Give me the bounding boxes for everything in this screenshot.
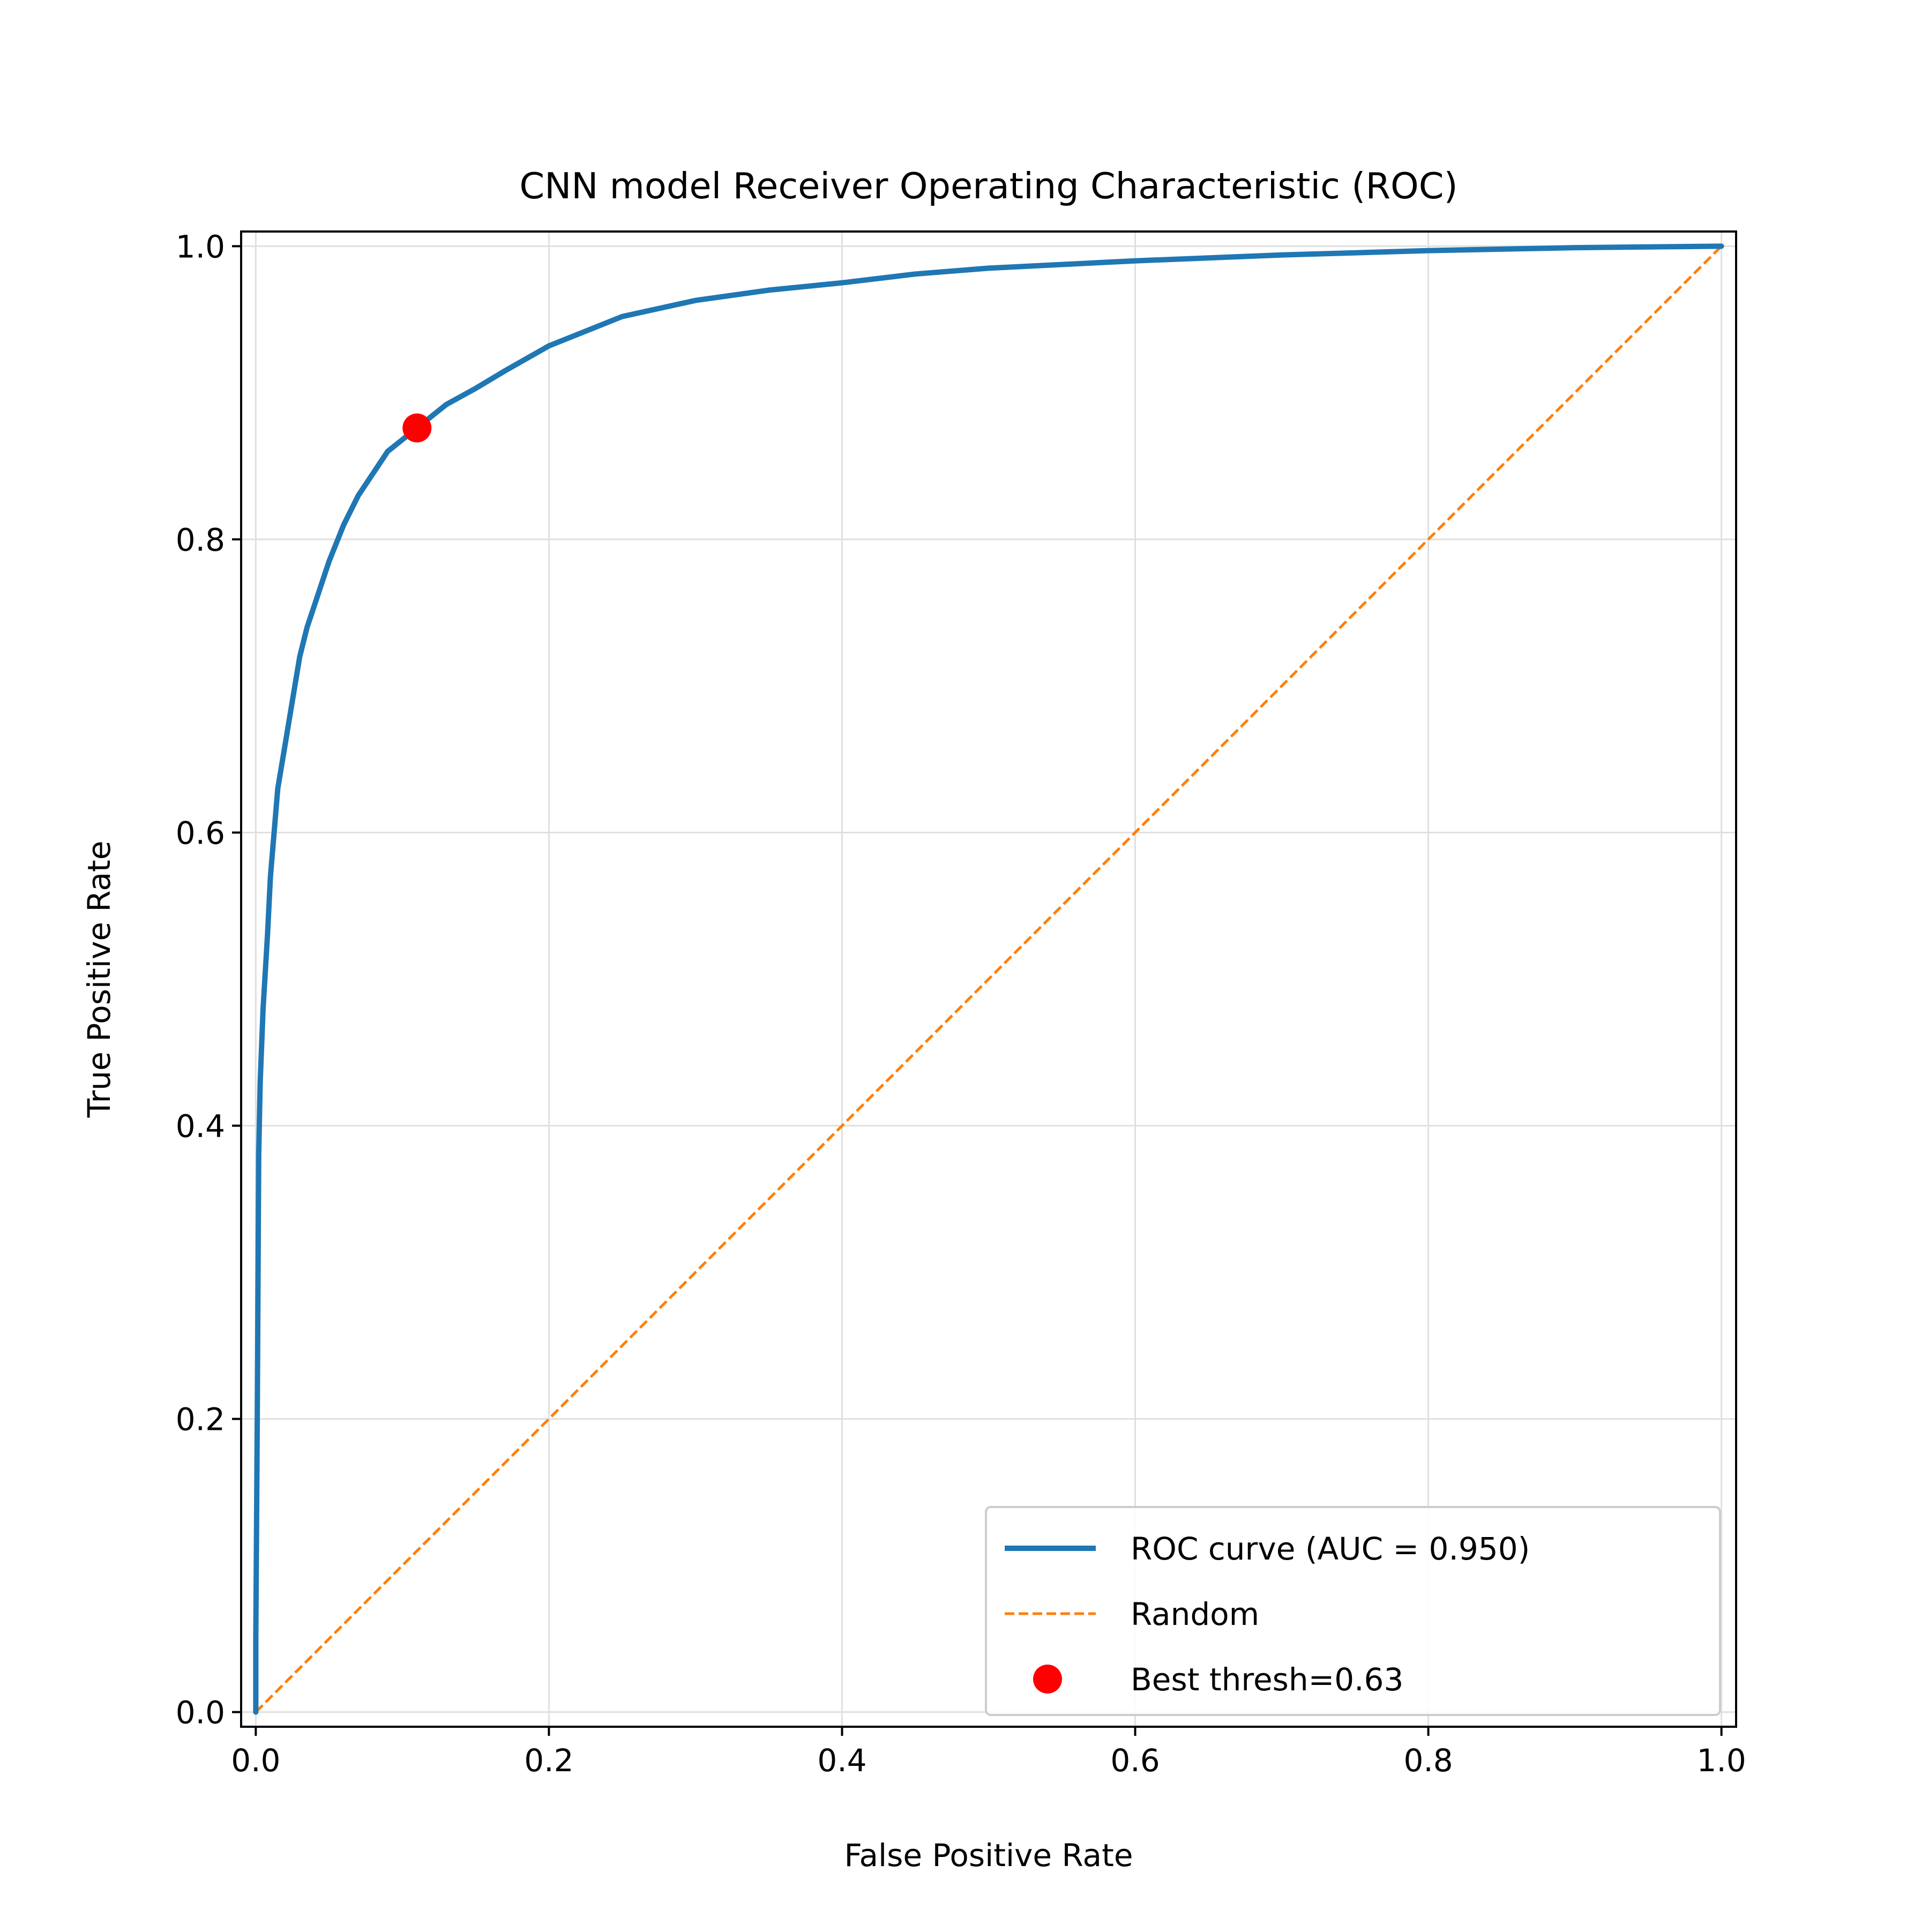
y-tick-label: 0.0: [176, 1695, 225, 1731]
x-axis-label: False Positive Rate: [844, 1837, 1133, 1874]
plot-frame: [240, 230, 1737, 1728]
legend-box: [985, 1506, 1721, 1716]
x-tick-label: 0.6: [1110, 1742, 1160, 1779]
best-threshold-point: [402, 413, 432, 443]
legend-label: ROC curve (AUC = 0.950): [1131, 1531, 1530, 1567]
x-tick-label: 0.4: [817, 1742, 866, 1779]
legend-label: Best thresh=0.63: [1131, 1661, 1403, 1698]
y-axis-label: True Positive Rate: [81, 841, 117, 1118]
x-tick-label: 0.8: [1403, 1742, 1453, 1779]
y-tick-label: 0.8: [176, 521, 225, 558]
chart-title: CNN model Receiver Operating Characteris…: [519, 165, 1457, 207]
legend: ROC curve (AUC = 0.950) Random Best thresh…: [985, 1506, 1721, 1716]
series-layer: [253, 243, 1724, 1715]
grid-lines: [241, 232, 1736, 1727]
y-tick-label: 0.6: [176, 815, 225, 851]
y-tick-label: 1.0: [176, 228, 225, 265]
y-tick-label: 0.4: [176, 1108, 225, 1145]
y-tick-label: 0.2: [176, 1401, 225, 1438]
x-tick-label: 0.2: [524, 1742, 573, 1779]
legend-marker-best-threshold: [1033, 1665, 1062, 1694]
legend-label: Random: [1131, 1596, 1259, 1632]
x-tick-label: 0.0: [231, 1742, 280, 1779]
axis-ticks: 0.0 0.2 0.4 0.6 0.8 1.0 0.0 0.2 0.4 0.6 0.8 1.0: [176, 228, 1746, 1779]
x-tick-label: 1.0: [1697, 1742, 1746, 1779]
random-baseline-line: [255, 245, 1723, 1713]
roc-curve-line: [253, 243, 1724, 1715]
